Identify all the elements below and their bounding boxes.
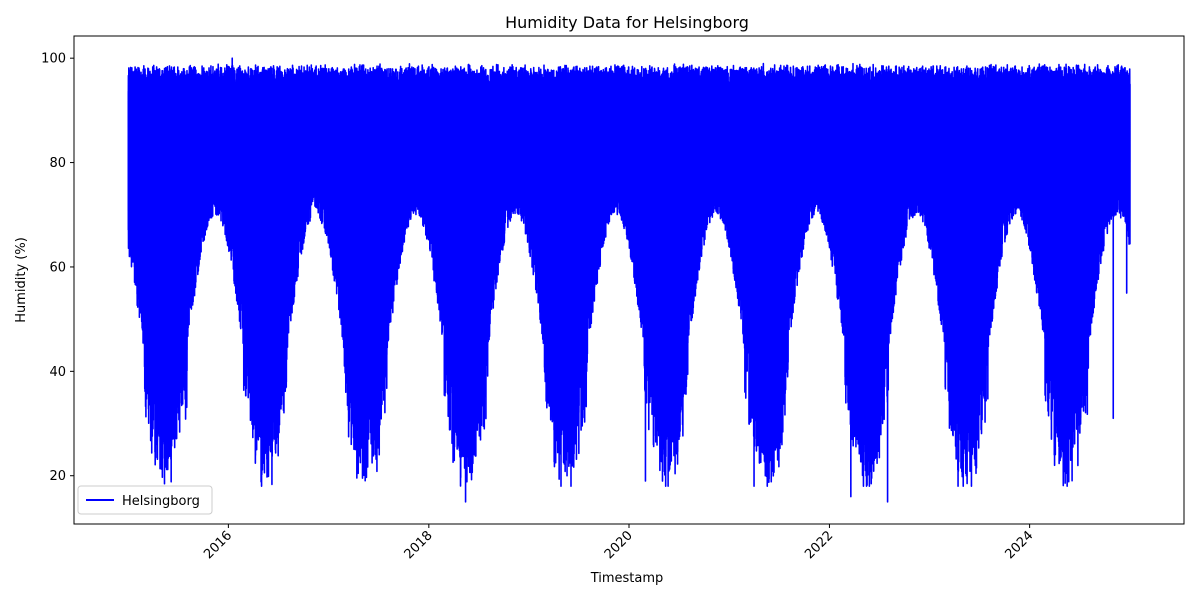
y-tick-label: 20: [49, 469, 66, 484]
y-axis: 20 40 60 80 100: [41, 52, 74, 484]
series-line-helsingborg: [127, 57, 1131, 503]
series-layer: [127, 57, 1131, 503]
legend: Helsingborg: [77, 485, 213, 515]
chart-title: Humidity Data for Helsingborg: [505, 13, 749, 32]
y-tick-label: 60: [49, 260, 66, 275]
x-axis-title: Timestamp: [590, 571, 664, 586]
legend-box: [77, 485, 213, 515]
legend-label-helsingborg: Helsingborg: [122, 494, 200, 509]
y-tick-label: 40: [49, 365, 66, 380]
plot-area: [73, 35, 1185, 525]
y-tick-label: 100: [41, 52, 66, 67]
y-axis-title: Humidity (%): [14, 237, 29, 323]
y-tick-label: 80: [49, 156, 66, 171]
